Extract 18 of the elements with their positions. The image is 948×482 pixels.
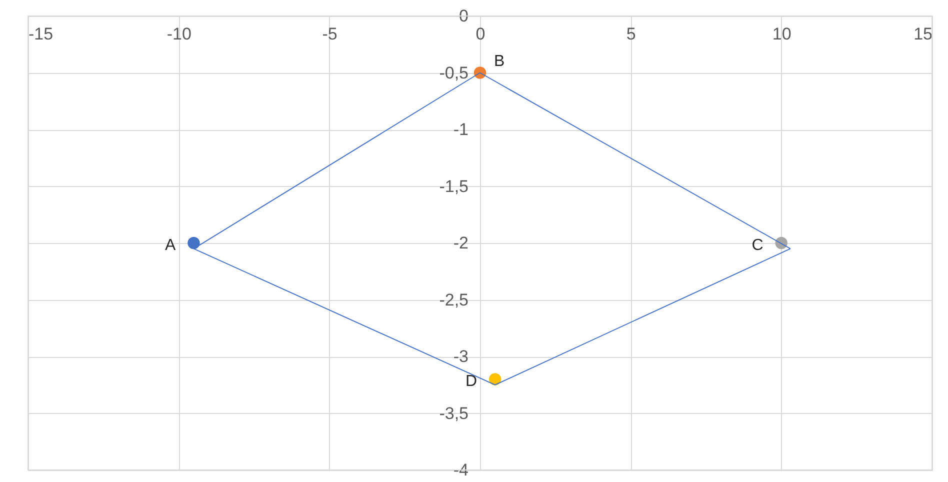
y-tick-label: -2: [453, 234, 468, 252]
x-tick-label: -15: [28, 24, 54, 44]
y-tick-label: -3,5: [439, 404, 468, 423]
series-label: B: [494, 52, 505, 70]
y-tick-label: -3: [453, 347, 468, 366]
x-tick-label: -5: [322, 24, 338, 44]
series-label: A: [165, 237, 176, 254]
series-label: D: [466, 373, 478, 390]
x-tick-label: 15: [914, 24, 932, 44]
x-tick-label: -10: [166, 24, 192, 44]
series-label: C: [752, 237, 764, 254]
y-tick-label: -0,5: [439, 63, 468, 82]
x-tick-label: 10: [772, 24, 792, 44]
y-tick-label: -2,5: [439, 290, 468, 310]
y-tick-label: -1: [453, 120, 468, 139]
x-tick-label: 0: [476, 24, 486, 44]
x-tick-label: 5: [626, 24, 636, 44]
y-tick-label: -1,5: [439, 176, 468, 196]
